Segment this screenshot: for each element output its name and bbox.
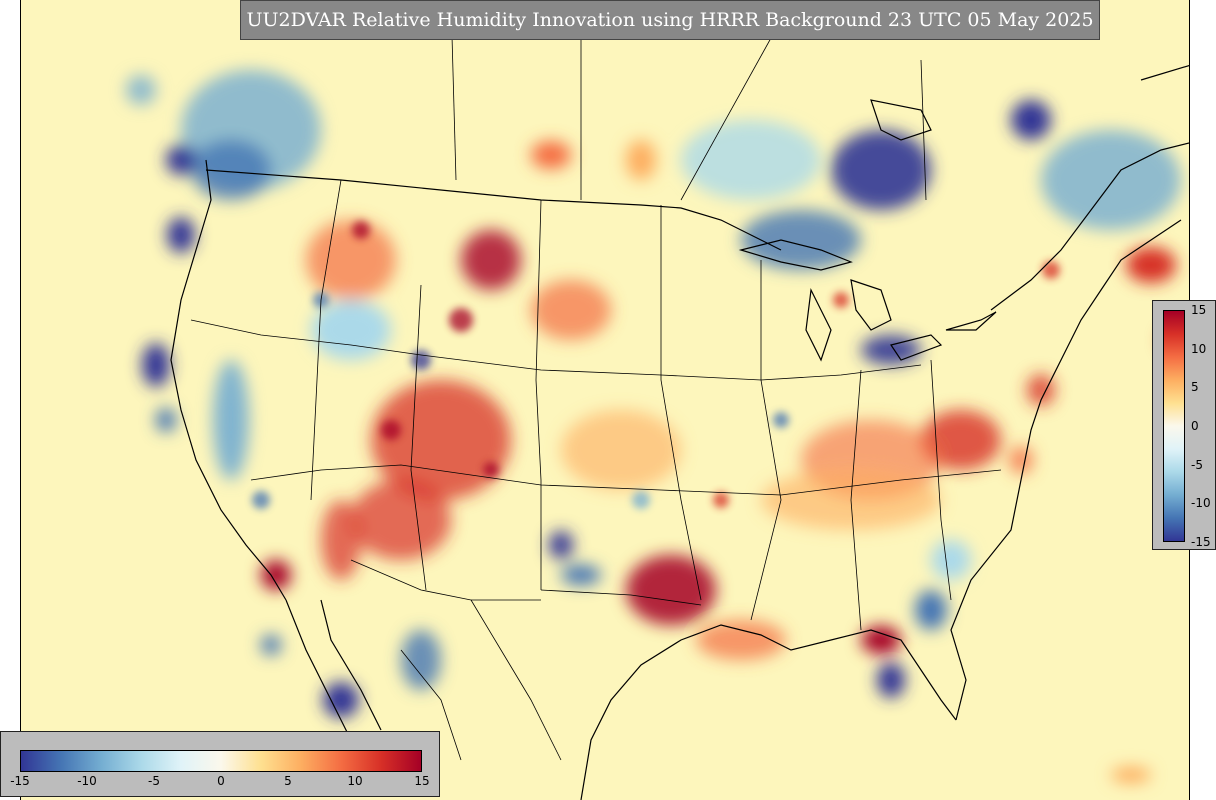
map-canvas bbox=[21, 0, 1189, 800]
vertical-colorbar-tick: 0 bbox=[1191, 419, 1199, 433]
vertical-colorbar-tick: -10 bbox=[1191, 496, 1211, 511]
horizontal-colorbar: -15 -10 -5 0 5 10 15 bbox=[0, 731, 440, 797]
vertical-colorbar-tick: -5 bbox=[1191, 457, 1203, 472]
vertical-colorbar: 15 10 5 0 -5 -10 -15 bbox=[1152, 300, 1216, 550]
humidity-field bbox=[126, 70, 1181, 783]
horizontal-colorbar-tick: -5 bbox=[148, 774, 160, 788]
humidity-field-detail bbox=[252, 221, 1060, 509]
vertical-colorbar-tick: 15 bbox=[1191, 303, 1207, 317]
horizontal-colorbar-gradient bbox=[20, 750, 422, 772]
vertical-colorbar-tick: -15 bbox=[1191, 535, 1211, 549]
state-lines bbox=[190, 0, 1002, 761]
horizontal-colorbar-tick: 15 bbox=[414, 774, 430, 788]
map-title: UU2DVAR Relative Humidity Innovation usi… bbox=[240, 0, 1100, 40]
rh-innovation-map bbox=[20, 0, 1190, 800]
vertical-colorbar-tick: 5 bbox=[1191, 380, 1199, 395]
horizontal-colorbar-tick: -10 bbox=[77, 774, 97, 788]
horizontal-colorbar-tick: -15 bbox=[10, 774, 30, 788]
vertical-colorbar-gradient bbox=[1163, 310, 1185, 542]
vertical-colorbar-tick: 10 bbox=[1191, 341, 1207, 356]
horizontal-colorbar-tick: 10 bbox=[347, 774, 363, 788]
horizontal-colorbar-tick: 5 bbox=[284, 774, 292, 788]
horizontal-colorbar-tick: 0 bbox=[217, 774, 225, 788]
